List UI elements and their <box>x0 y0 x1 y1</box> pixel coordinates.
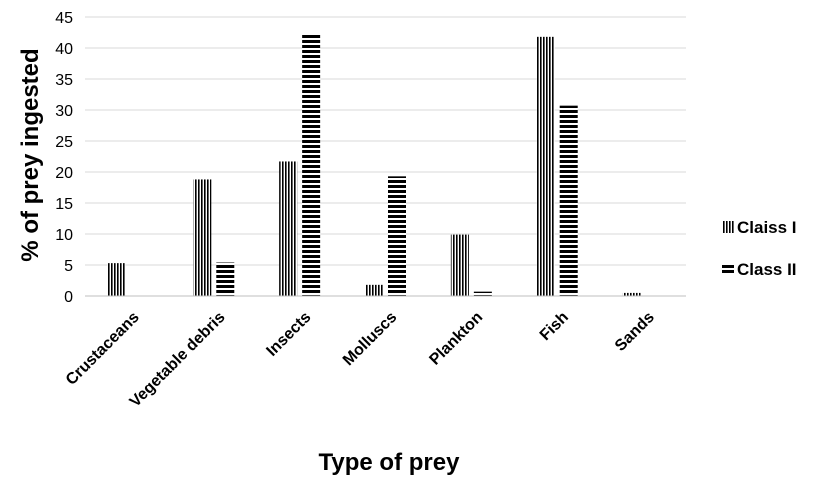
y-tick-labels: 0 5 10 15 20 25 30 35 40 45 <box>55 10 73 306</box>
bar-series-1 <box>193 179 211 296</box>
bar-series-1 <box>537 37 555 296</box>
y-tick-label: 20 <box>55 165 73 182</box>
y-tick-label: 25 <box>55 134 73 151</box>
x-category-label: Plankton <box>426 309 486 369</box>
y-tick-label: 5 <box>64 258 73 275</box>
legend-label-series-1: Claiss I <box>737 218 797 237</box>
bar-series-2 <box>388 176 406 296</box>
bar-series-2 <box>216 263 234 296</box>
y-tick-label: 35 <box>55 72 73 89</box>
x-category-label: Vegetable debris <box>127 309 229 411</box>
bar-series-1 <box>365 285 383 296</box>
x-category-label: Crustaceans <box>63 309 143 389</box>
bar-series-1 <box>279 161 297 296</box>
y-tick-label: 15 <box>55 196 73 213</box>
y-tick-label: 40 <box>55 41 73 58</box>
bar-series-1 <box>451 235 469 296</box>
y-tick-label: 30 <box>55 103 73 120</box>
bar-series-2 <box>560 106 578 296</box>
x-category-label: Sands <box>612 309 658 355</box>
bar-series-2 <box>302 34 320 296</box>
x-category-label: Fish <box>537 309 572 344</box>
x-axis-title: Type of prey <box>319 449 461 476</box>
bar-series-1 <box>107 263 125 296</box>
bar-series-2 <box>474 292 492 296</box>
y-tick-label: 10 <box>55 227 73 244</box>
y-tick-label: 45 <box>55 10 73 27</box>
legend: Claiss I Class II <box>722 218 797 279</box>
x-category-label: Molluscs <box>340 309 401 370</box>
legend-swatch-series-1 <box>722 221 734 233</box>
bars <box>107 34 640 296</box>
gridlines <box>85 17 686 265</box>
y-tick-label: 0 <box>64 289 73 306</box>
x-category-label: Insects <box>263 309 314 360</box>
y-axis-title: % of prey ingested <box>17 48 44 261</box>
legend-swatch-series-2 <box>722 263 734 275</box>
legend-label-series-2: Class II <box>737 260 797 279</box>
